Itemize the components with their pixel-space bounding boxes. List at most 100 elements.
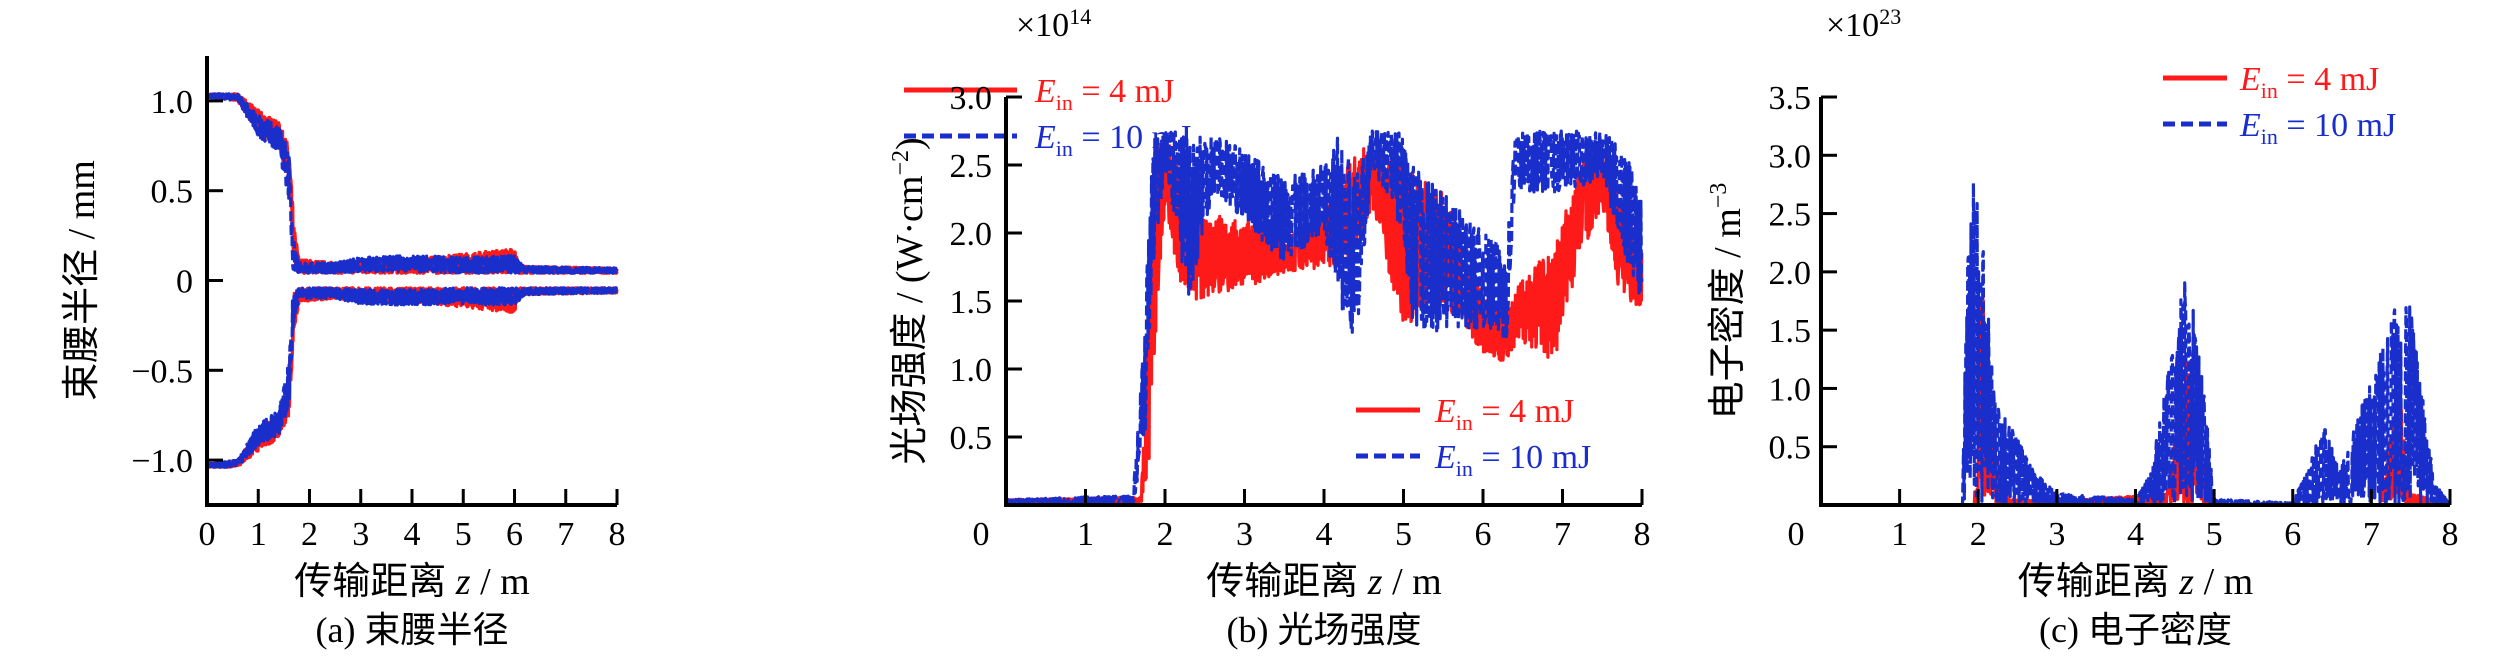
legend-value: = 10 mJ <box>2278 107 2396 144</box>
legend-label-4mJ: Ein = 4 mJ <box>1034 73 1174 115</box>
legend-symbol: E <box>2239 107 2261 144</box>
legend-symbol: E <box>1034 73 1056 110</box>
legend-symbol: E <box>1434 393 1456 430</box>
axis-multiplier: ×1014 <box>1016 4 1091 44</box>
series-line-10mJ-lower <box>205 286 619 469</box>
y-tick-label: 3.5 <box>1769 80 1812 117</box>
legend-value: = 10 mJ <box>1473 439 1591 476</box>
y-tick-label: 1.0 <box>1769 371 1812 408</box>
x-tick-label: 0 <box>1788 516 1805 553</box>
x-axis-title-var: z <box>1367 561 1383 603</box>
series-line-10mJ <box>1819 181 2452 507</box>
y-axis-title-sup: −3 <box>1706 183 1732 209</box>
x-axis-title-text: 传输距离 <box>294 561 456 603</box>
axis-multiplier-exp: 14 <box>1069 4 1091 29</box>
legend-subscript: in <box>1456 410 1473 435</box>
x-tick-label: 2 <box>301 516 318 553</box>
panel-caption: (a) 束腰半径 <box>316 610 509 650</box>
axis-multiplier-base: ×10 <box>1016 7 1069 44</box>
x-tick-label: 3 <box>352 516 369 553</box>
y-axis-title-tail: ) <box>889 137 931 150</box>
y-axis-title-sup: −2 <box>888 150 914 176</box>
series-line-10mJ <box>205 92 619 275</box>
y-axis-title: 束腰半径 / mm <box>61 160 103 401</box>
y-tick-label: 1.0 <box>950 352 993 389</box>
y-tick-label: 0.5 <box>1769 430 1812 467</box>
legend-subscript: in <box>1056 136 1073 161</box>
y-tick-label: 0.5 <box>151 174 194 211</box>
x-tick-label: 7 <box>557 516 574 553</box>
legend-value: = 4 mJ <box>2278 61 2379 98</box>
x-axis-title-unit: / m <box>2194 561 2253 603</box>
x-tick-label: 6 <box>506 516 523 553</box>
y-tick-label: 1.0 <box>151 84 194 121</box>
legend-value: = 4 mJ <box>1473 393 1574 430</box>
legend-subscript: in <box>1056 90 1073 115</box>
y-tick-label: 3.0 <box>1769 138 1812 175</box>
legend-label-4mJ: Ein = 4 mJ <box>2239 61 2379 103</box>
legend-symbol: E <box>1434 439 1456 476</box>
y-tick-label: 2.5 <box>1769 197 1812 234</box>
x-tick-label: 5 <box>1395 516 1412 553</box>
x-tick-label: 6 <box>1475 516 1492 553</box>
x-tick-label: 8 <box>1634 516 1651 553</box>
y-tick-label: −0.5 <box>131 353 193 390</box>
x-tick-label: 4 <box>2127 516 2144 553</box>
panel-caption: (b) 光场强度 <box>1227 610 1422 650</box>
y-axis-title-text: 光场强度 / (W·cm <box>889 176 931 465</box>
x-axis-title: 传输距离 z / m <box>294 561 529 603</box>
legend-subscript: in <box>2261 124 2278 149</box>
y-axis-title-text: 束腰半径 / mm <box>61 160 103 401</box>
legend-subscript: in <box>2261 78 2278 103</box>
x-axis-title-text: 传输距离 <box>1206 561 1368 603</box>
series-line-10mJ <box>1004 129 1644 507</box>
legend-value: = 4 mJ <box>1073 73 1174 110</box>
axis-multiplier-base: ×10 <box>1826 7 1879 44</box>
x-tick-label: 8 <box>609 516 626 553</box>
legend-label-4mJ: Ein = 4 mJ <box>1434 393 1574 435</box>
x-axis-title-text: 传输距离 <box>2018 561 2180 603</box>
x-axis-title-var: z <box>2178 561 2194 603</box>
x-axis-title: 传输距离 z / m <box>1206 561 1441 603</box>
x-tick-label: 5 <box>2206 516 2223 553</box>
legend-symbol: E <box>2239 61 2261 98</box>
legend-label-10mJ: Ein = 10 mJ <box>2239 107 2396 149</box>
x-tick-label: 5 <box>455 516 472 553</box>
y-tick-label: 2.0 <box>1769 255 1812 292</box>
y-tick-label: −1.0 <box>131 443 193 480</box>
x-tick-label: 6 <box>2284 516 2301 553</box>
y-tick-label: 2.0 <box>950 216 993 253</box>
x-tick-label: 8 <box>2442 516 2459 553</box>
x-tick-label: 4 <box>404 516 421 553</box>
axis-multiplier-exp: 23 <box>1879 4 1901 29</box>
y-tick-label: 1.5 <box>1769 313 1812 350</box>
x-tick-label: 2 <box>1157 516 1174 553</box>
x-tick-label: 7 <box>1554 516 1571 553</box>
x-axis-title-unit: / m <box>471 561 530 603</box>
x-tick-label: 1 <box>1077 516 1094 553</box>
y-tick-label: 2.5 <box>950 148 993 185</box>
x-tick-label: 1 <box>250 516 267 553</box>
x-tick-label: 3 <box>2048 516 2065 553</box>
chart-panel-b: 0 1 2 3 4 5 6 7 8 3.0 2.5 2.0 1.5 1.0 0.5 传输距离 z / m 光场强… <box>888 4 1651 650</box>
y-axis-title-text: 电子密度 / m <box>1707 208 1749 419</box>
y-axis-title: 电子密度 / m−3 <box>1706 183 1749 420</box>
y-tick-label: 1.5 <box>950 284 993 321</box>
x-tick-label: 2 <box>1970 516 1987 553</box>
y-tick-label: 3.0 <box>950 80 993 117</box>
x-axis-title-unit: / m <box>1383 561 1442 603</box>
legend-label-10mJ: Ein = 10 mJ <box>1434 439 1591 481</box>
x-axis-title-var: z <box>455 561 471 603</box>
y-axis-title: 光场强度 / (W·cm−2) <box>888 137 931 464</box>
x-tick-label: 7 <box>2363 516 2380 553</box>
legend-subscript: in <box>1456 456 1473 481</box>
legend-symbol: E <box>1034 119 1056 156</box>
x-tick-label: 4 <box>1316 516 1333 553</box>
x-tick-label: 1 <box>1891 516 1908 553</box>
axis-multiplier: ×1023 <box>1826 4 1901 44</box>
y-tick-label: 0 <box>176 264 193 301</box>
x-tick-label: 3 <box>1236 516 1253 553</box>
